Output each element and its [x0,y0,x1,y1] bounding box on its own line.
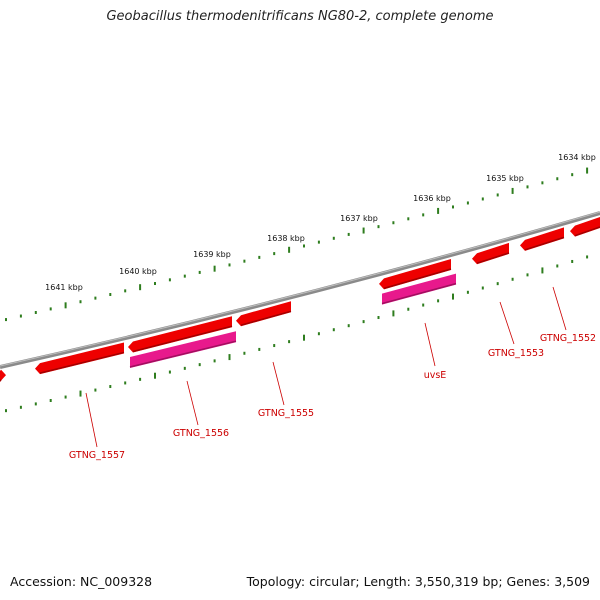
gene-label: GTNG_1556 [173,428,229,439]
map-title: Geobacillus thermodenitrificans NG80-2, … [106,9,494,24]
gene-label-leader [499,301,515,345]
gene-label: GTNG_1555 [258,408,314,419]
accession-text: Accession: NC_009328 [10,574,153,589]
gene-feature [35,342,124,375]
gene-feature [379,258,451,290]
gene-feature [128,316,232,353]
gene-feature [382,273,456,305]
gene-feature-shade [383,268,452,290]
ruler-label: 1634 kbp [558,153,596,162]
gene-feature [236,301,291,327]
gene-label: GTNG_1557 [69,450,125,461]
gene-feature-shade [524,236,565,251]
ruler-label: 1635 kbp [486,174,524,183]
gene-label-leader [272,361,285,406]
ruler-label: 1641 kbp [45,283,83,292]
gene-feature-shade [240,310,292,326]
gene-feature-shade [574,226,600,237]
gene-feature-shade [39,351,125,374]
gene-label-leader [186,380,199,426]
gene-label-leader [85,392,98,448]
genome-backbone [0,211,600,369]
gene-feature-shade [129,340,237,368]
gene-feature [570,217,600,237]
gene-label-group: GTNG_1557 GTNG_1556 GTNG_1555 uvsE GTNG_1553… [69,286,596,461]
gene-feature-shade [381,282,457,305]
gene-label-leader [424,322,436,367]
gene-feature [472,242,509,265]
gene-feature-shade [132,325,233,353]
gene-label-leader [552,286,567,331]
gene-label: GTNG_1553 [488,348,544,359]
ruler-label: 1638 kbp [267,234,305,243]
gene-feature-shade [0,379,2,382]
gene-feature-shade [476,252,510,264]
gene-label: GTNG_1552 [540,333,596,344]
inner-tick-ruler [5,255,589,413]
gene-label: uvsE [424,370,447,381]
genome-backbone-highlight [0,211,600,367]
ruler-label: 1640 kbp [119,267,157,276]
ruler-label: 1639 kbp [193,250,231,259]
ruler-label-group: 1641 kbp 1640 kbp 1639 kbp 1638 kbp 1637 kbp… [45,153,596,292]
summary-text: Topology: circular; Length: 3,550,319 bp… [246,574,590,589]
gene-feature [520,227,564,251]
ruler-label: 1636 kbp [413,194,451,203]
gene-feature [0,369,6,382]
ruler-label: 1637 kbp [340,214,378,223]
gene-feature [130,331,236,369]
gene-feature-group [0,217,600,382]
outer-tick-ruler [5,167,589,322]
